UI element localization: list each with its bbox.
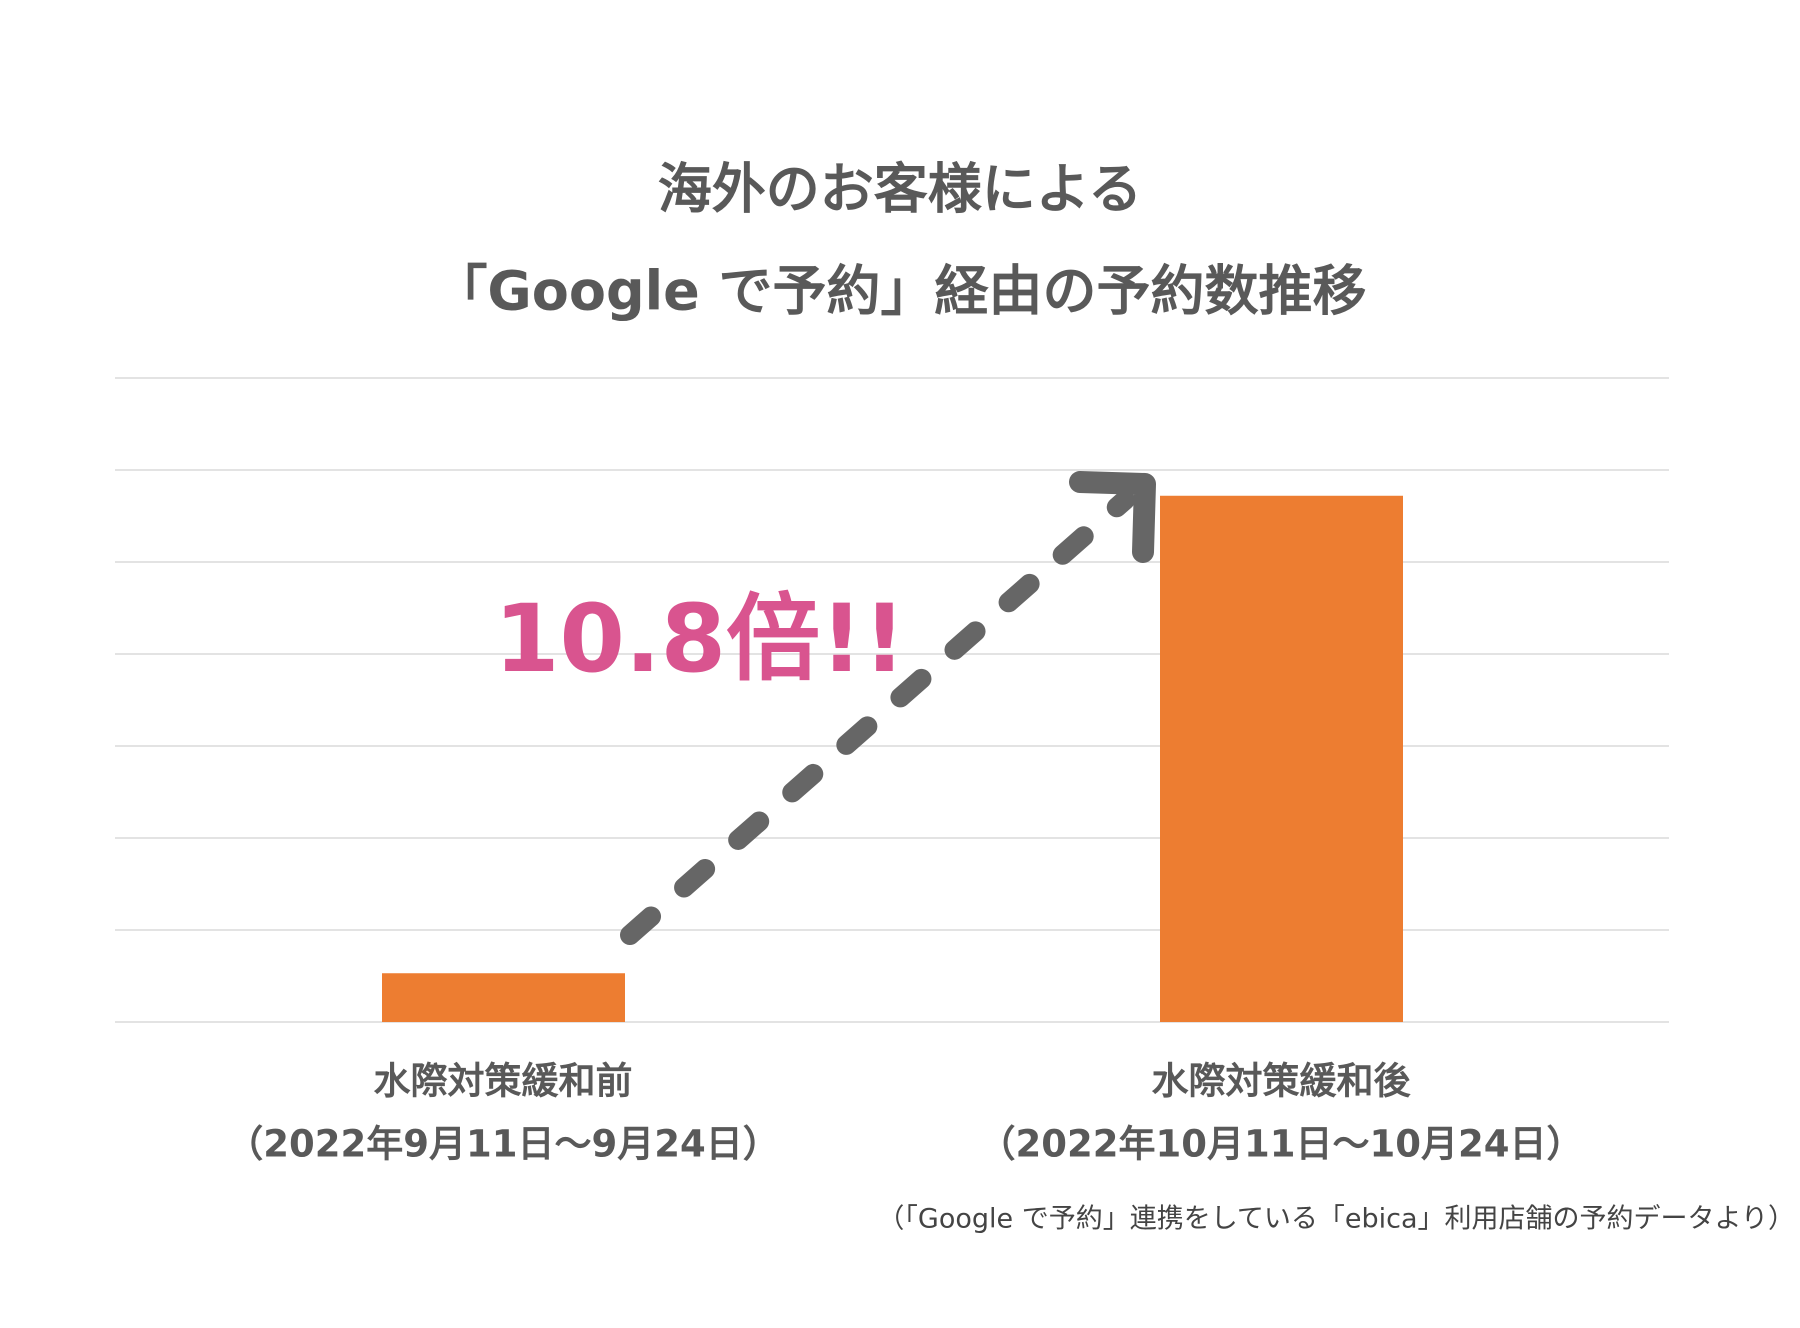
source-note: （「Google で予約」連携をしている「ebica」利用店舗の予約データより） (877, 1204, 1795, 1235)
arrow-shaft (620, 490, 1135, 945)
chart-title: 海外のお客様による (658, 158, 1142, 221)
chart-title: 「Google で予約」経由の予約数推移 (433, 260, 1366, 323)
arrow-head (1069, 471, 1156, 563)
trend-arrow (620, 471, 1156, 945)
x-tick-period: （2022年9月11日～9月24日） (226, 1123, 779, 1166)
grid (115, 377, 1669, 1023)
annotation: 10.8倍!! (494, 585, 906, 694)
bar (1160, 495, 1403, 1022)
x-tick-period: （2022年10月11日～10月24日） (979, 1123, 1584, 1166)
bar (382, 973, 625, 1022)
x-tick-label: 水際対策緩和後 (1152, 1060, 1412, 1103)
bars (382, 495, 1403, 1022)
x-tick-label: 水際対策緩和前 (374, 1060, 633, 1103)
